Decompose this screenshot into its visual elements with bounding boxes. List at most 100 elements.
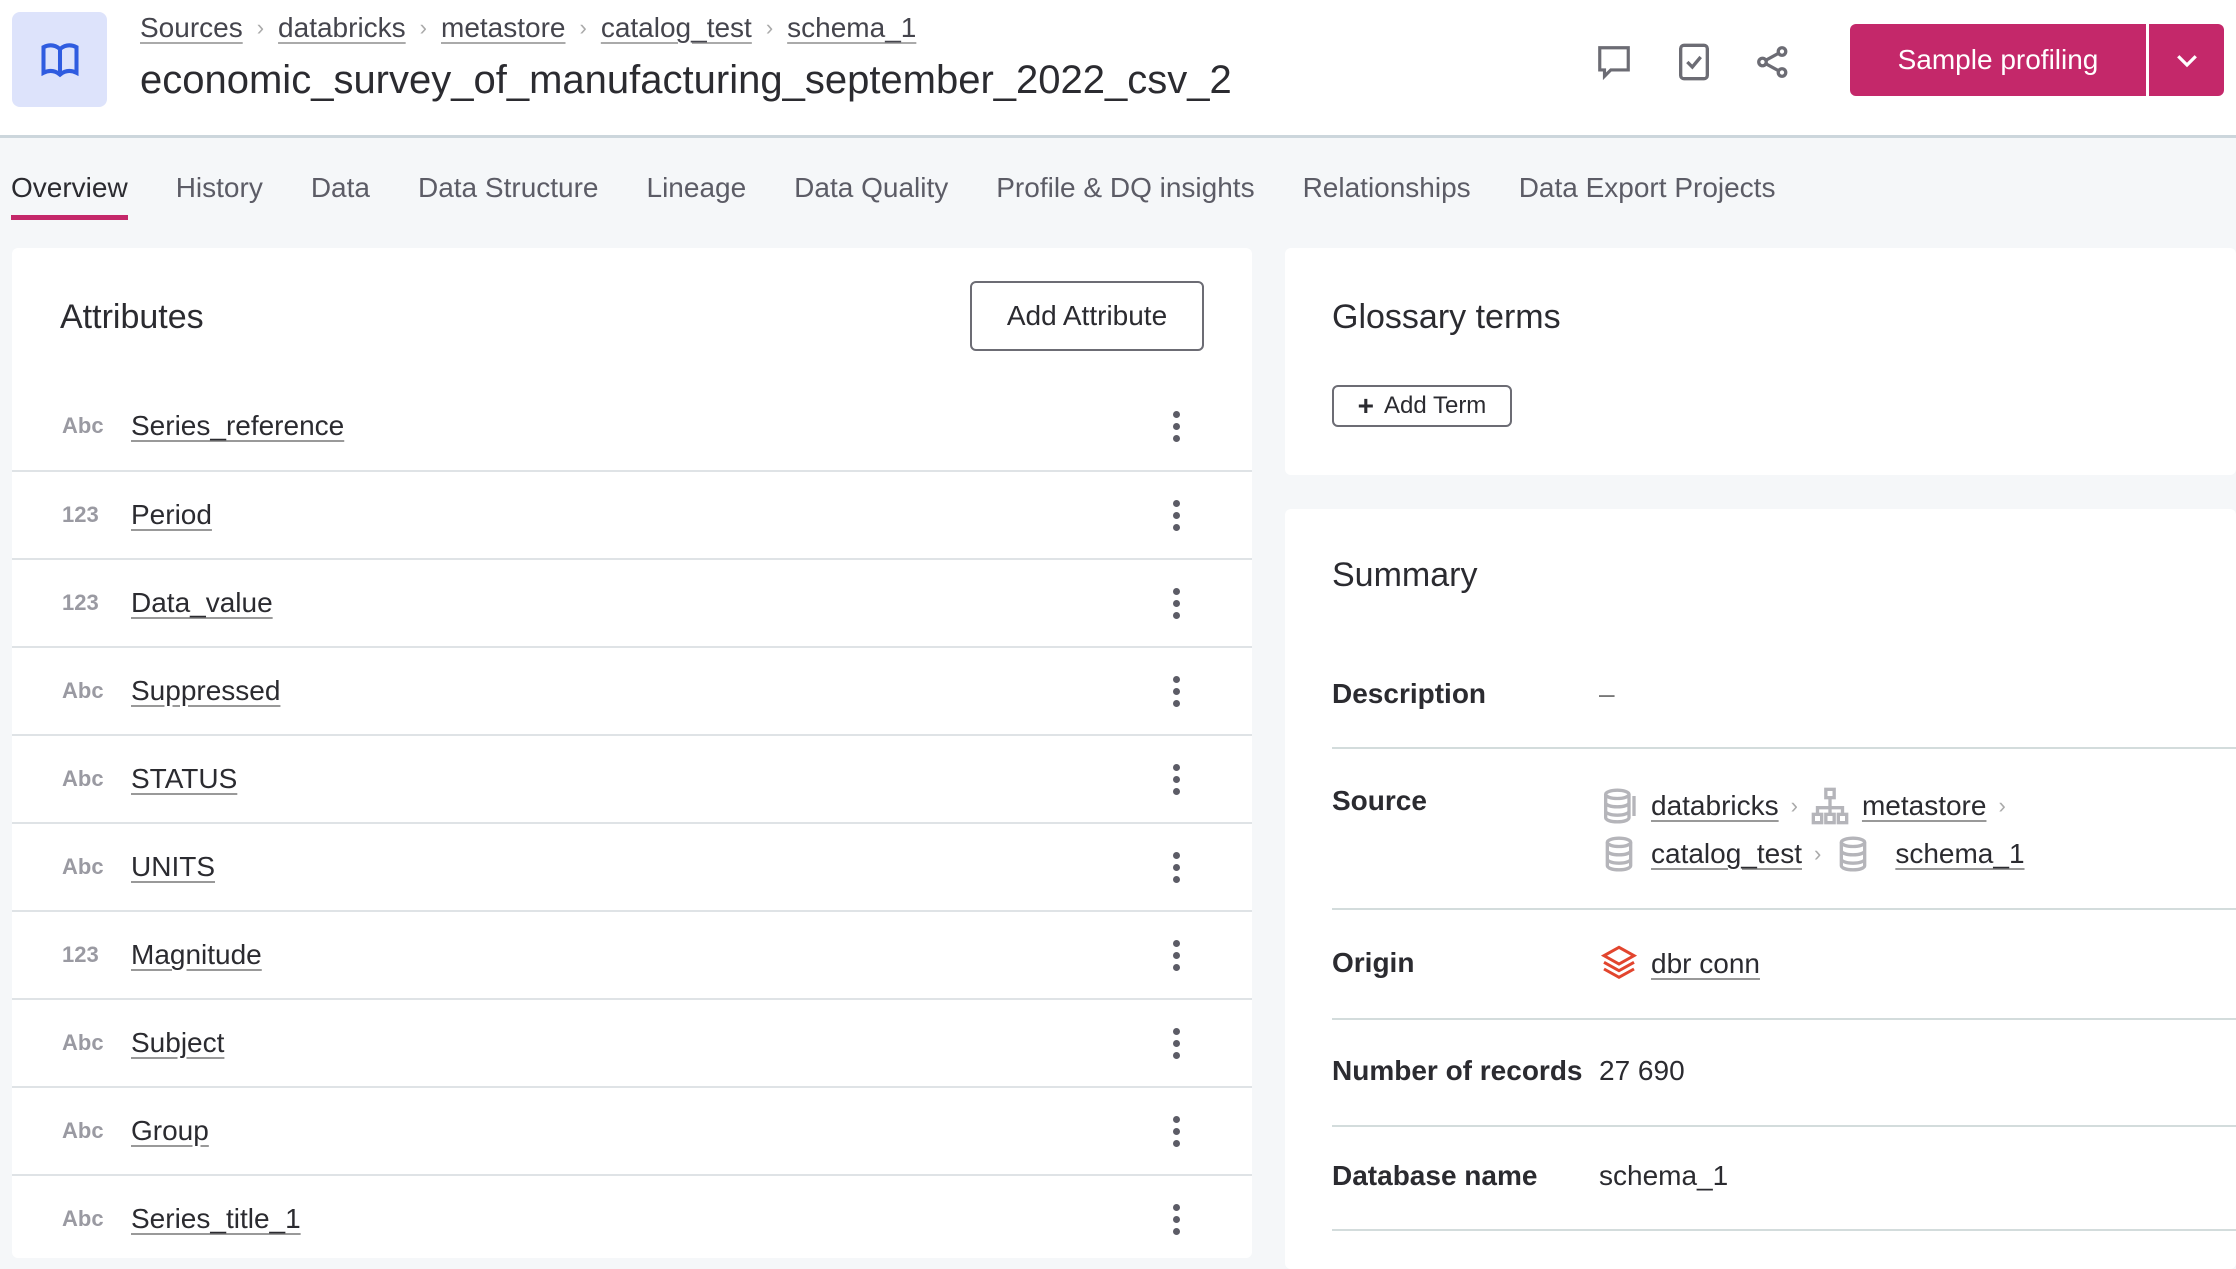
source-label: Source bbox=[1332, 785, 1427, 816]
chevron-right-icon: › bbox=[1998, 793, 2006, 818]
source-schema-link[interactable]: schema_1 bbox=[1895, 838, 2025, 869]
comment-icon bbox=[1598, 46, 1630, 81]
attribute-type-icon: Abc bbox=[62, 1206, 104, 1231]
attribute-row: 123 Magnitude bbox=[12, 910, 1252, 998]
records-value: 27 690 bbox=[1599, 1055, 1685, 1086]
tab-bar: Overview History Data Data Structure Lin… bbox=[11, 172, 1823, 220]
more-options-icon[interactable] bbox=[1164, 939, 1188, 971]
attribute-type-icon: Abc bbox=[62, 678, 104, 703]
divider bbox=[1332, 747, 2236, 749]
add-term-button[interactable]: + Add Term bbox=[1332, 385, 1512, 427]
chevron-right-icon: › bbox=[1790, 793, 1798, 818]
page-title: economic_survey_of_manufacturing_septemb… bbox=[140, 58, 1232, 102]
tab-data-quality[interactable]: Data Quality bbox=[794, 172, 949, 203]
attribute-row: Abc Subject bbox=[12, 998, 1252, 1086]
attribute-row: Abc STATUS bbox=[12, 734, 1252, 822]
origin-label: Origin bbox=[1332, 947, 1415, 978]
origin-value: dbr conn bbox=[1599, 944, 1760, 984]
source-databricks-link[interactable]: databricks bbox=[1651, 790, 1779, 821]
database-icon bbox=[1605, 836, 1633, 872]
attribute-type-icon: Abc bbox=[62, 1030, 104, 1055]
divider bbox=[1332, 1229, 2236, 1231]
glossary-title: Glossary terms bbox=[1332, 298, 1561, 336]
breadcrumb: Sources › databricks › metastore › catalog_… bbox=[140, 12, 916, 44]
description-label: Description bbox=[1332, 678, 1487, 709]
tab-data[interactable]: Data bbox=[310, 172, 370, 203]
source-catalog-link[interactable]: catalog_test bbox=[1651, 838, 1802, 869]
attribute-name-link[interactable]: Group bbox=[131, 1115, 209, 1146]
more-options-icon[interactable] bbox=[1164, 587, 1188, 619]
source-path: databricks › metastore › catalog_test › … bbox=[1599, 786, 2025, 874]
more-options-icon[interactable] bbox=[1164, 851, 1188, 883]
attribute-name-link[interactable]: Period bbox=[131, 499, 212, 530]
more-options-icon[interactable] bbox=[1164, 1115, 1188, 1147]
attribute-type-icon: 123 bbox=[62, 590, 99, 615]
chevron-right-icon: › bbox=[579, 15, 587, 40]
book-icon bbox=[40, 42, 79, 77]
summary-card bbox=[1285, 509, 2236, 1269]
more-options-icon[interactable] bbox=[1164, 763, 1188, 795]
comment-button[interactable] bbox=[1592, 40, 1636, 84]
attribute-row: Abc Series_title_1 bbox=[12, 1174, 1252, 1262]
attribute-row: Abc UNITS bbox=[12, 822, 1252, 910]
plus-icon: + bbox=[1357, 390, 1375, 421]
profiling-options-dropdown[interactable] bbox=[2149, 24, 2224, 96]
chevron-right-icon: › bbox=[1814, 841, 1822, 866]
sample-profiling-split-button: Sample profiling bbox=[1850, 24, 2224, 96]
attribute-name-link[interactable]: Subject bbox=[131, 1027, 225, 1058]
tab-profile-dq-insights[interactable]: Profile & DQ insights bbox=[996, 172, 1255, 203]
attribute-row: Abc Group bbox=[12, 1086, 1252, 1174]
attribute-name-link[interactable]: UNITS bbox=[131, 851, 215, 882]
databricks-logo-icon bbox=[1600, 945, 1638, 980]
tab-history[interactable]: History bbox=[175, 172, 263, 203]
records-label: Number of records bbox=[1332, 1055, 1583, 1086]
divider bbox=[1332, 908, 2236, 910]
attribute-type-icon: 123 bbox=[62, 502, 99, 527]
more-options-icon[interactable] bbox=[1164, 410, 1188, 442]
attribute-name-link[interactable]: STATUS bbox=[131, 763, 238, 794]
share-icon bbox=[1757, 46, 1788, 78]
breadcrumb-catalog[interactable]: catalog_test bbox=[600, 12, 752, 43]
tab-relationships[interactable]: Relationships bbox=[1302, 172, 1471, 203]
attribute-row: Abc Series_reference bbox=[12, 382, 1252, 470]
attribute-type-icon: Abc bbox=[62, 854, 104, 879]
breadcrumb-databricks[interactable]: databricks bbox=[278, 12, 406, 43]
chevron-right-icon: › bbox=[419, 15, 427, 40]
database-name-value: schema_1 bbox=[1599, 1160, 1729, 1191]
attribute-row: Abc Suppressed bbox=[12, 646, 1252, 734]
tab-data-structure[interactable]: Data Structure bbox=[417, 172, 599, 203]
breadcrumb-metastore[interactable]: metastore bbox=[441, 12, 566, 43]
task-button[interactable] bbox=[1672, 40, 1716, 84]
database-icon bbox=[1839, 836, 1867, 872]
attribute-name-link[interactable]: Data_value bbox=[131, 587, 273, 618]
attribute-name-link[interactable]: Magnitude bbox=[131, 939, 262, 970]
attribute-name-link[interactable]: Suppressed bbox=[131, 675, 281, 706]
tab-data-export-projects[interactable]: Data Export Projects bbox=[1518, 172, 1776, 203]
origin-connection-link[interactable]: dbr conn bbox=[1651, 948, 1760, 979]
divider bbox=[1332, 1018, 2236, 1020]
tab-lineage[interactable]: Lineage bbox=[646, 172, 747, 203]
attributes-title: Attributes bbox=[60, 298, 204, 336]
checkbox-task-icon bbox=[1679, 43, 1709, 81]
attributes-card: Attributes Add Attribute Abc Series_refer… bbox=[12, 248, 1252, 1258]
more-options-icon[interactable] bbox=[1164, 499, 1188, 531]
source-metastore-link[interactable]: metastore bbox=[1861, 790, 1987, 821]
add-term-label: Add Term bbox=[1384, 392, 1487, 419]
hierarchy-icon bbox=[1811, 787, 1849, 825]
breadcrumb-sources[interactable]: Sources bbox=[140, 12, 243, 43]
add-attribute-button[interactable]: Add Attribute bbox=[970, 281, 1204, 351]
attribute-type-icon: Abc bbox=[62, 1118, 104, 1143]
attribute-name-link[interactable]: Series_title_1 bbox=[131, 1203, 301, 1234]
database-name-label: Database name bbox=[1332, 1160, 1538, 1191]
more-options-icon[interactable] bbox=[1164, 675, 1188, 707]
share-button[interactable] bbox=[1751, 40, 1795, 84]
catalog-item-logo bbox=[12, 12, 107, 107]
attribute-name-link[interactable]: Series_reference bbox=[131, 410, 345, 441]
more-options-icon[interactable] bbox=[1164, 1203, 1188, 1235]
page-header: Sources › databricks › metastore › catalog_… bbox=[0, 0, 2236, 138]
more-options-icon[interactable] bbox=[1164, 1027, 1188, 1059]
sample-profiling-button[interactable]: Sample profiling bbox=[1850, 24, 2149, 96]
chevron-right-icon: › bbox=[765, 15, 774, 40]
breadcrumb-schema[interactable]: schema_1 bbox=[787, 12, 917, 43]
tab-overview[interactable]: Overview bbox=[11, 172, 128, 220]
